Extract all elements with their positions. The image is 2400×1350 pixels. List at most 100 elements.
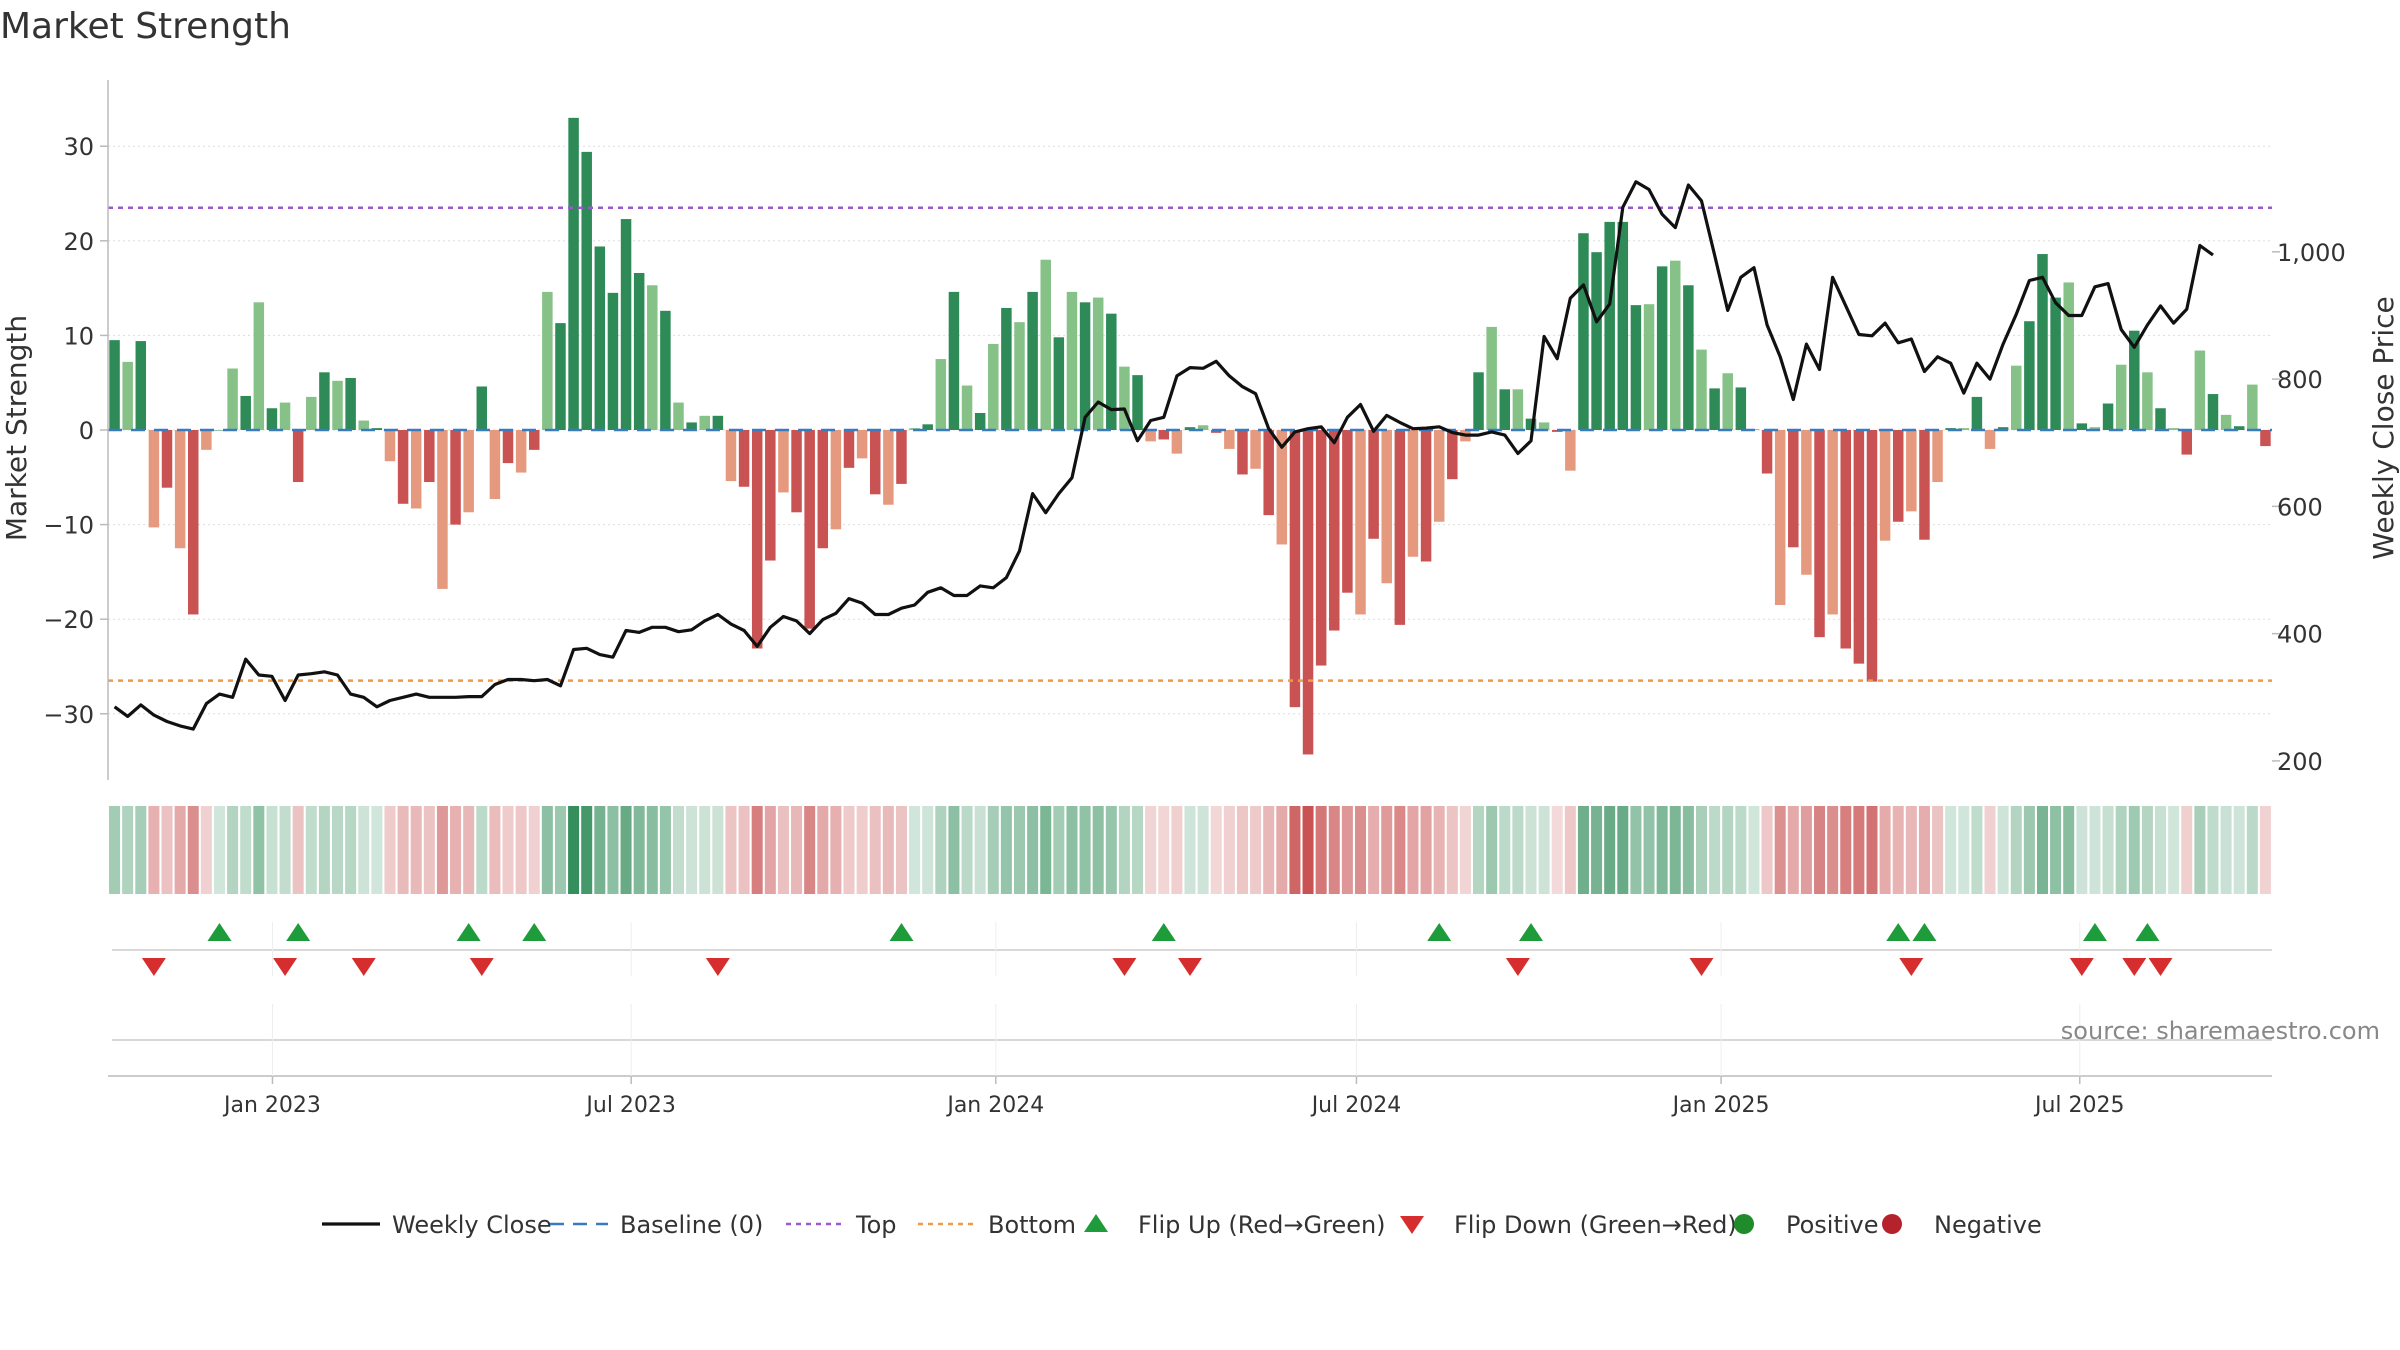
- strength-bar: [1250, 430, 1261, 469]
- strength-bar: [804, 430, 815, 629]
- y-tick-label: 10: [63, 322, 94, 350]
- heat-cell: [2115, 806, 2127, 894]
- heat-cell: [1853, 806, 1865, 894]
- strength-bar: [673, 402, 684, 430]
- strength-bar: [1919, 430, 1930, 540]
- strength-bar: [463, 430, 474, 513]
- heat-cell: [345, 806, 357, 894]
- strength-bar: [1827, 430, 1838, 615]
- heat-cell: [1630, 806, 1642, 894]
- heat-cell: [436, 806, 448, 894]
- flip-up-marker: [286, 923, 311, 941]
- strength-bar: [1892, 430, 1904, 522]
- strength-bar: [883, 430, 894, 505]
- heat-cell: [1984, 806, 1996, 894]
- strength-bar: [568, 117, 579, 431]
- heat-cell: [1197, 806, 1209, 894]
- strength-bar: [869, 430, 881, 495]
- strength-bar: [1774, 430, 1786, 605]
- strength-bar: [935, 359, 947, 430]
- legend-item-baseline: Baseline (0): [550, 1211, 763, 1239]
- strength-bar: [1315, 430, 1327, 666]
- strength-bar: [174, 430, 186, 549]
- strength-bar: [266, 408, 278, 430]
- heat-cell: [240, 806, 252, 894]
- heat-cell: [135, 806, 147, 894]
- heat-cell: [227, 806, 239, 894]
- strength-bar: [1958, 428, 1970, 430]
- flip-down-marker: [2148, 958, 2173, 976]
- heat-cell: [1394, 806, 1406, 894]
- strength-bar: [1604, 221, 1615, 430]
- strength-bar: [279, 402, 291, 430]
- heat-cell: [764, 806, 776, 894]
- strength-bar: [922, 424, 933, 430]
- strength-bar: [1368, 430, 1379, 539]
- heat-cell: [594, 806, 606, 894]
- strength-bar: [2050, 297, 2061, 430]
- legend-label: Flip Up (Red→Green): [1138, 1211, 1386, 1239]
- heat-cell: [358, 806, 370, 894]
- strength-bar: [109, 340, 120, 430]
- strength-bar: [1984, 430, 1996, 449]
- strength-bar: [1499, 389, 1511, 430]
- y-tick-label: 30: [63, 133, 94, 161]
- strength-bar: [1670, 260, 1681, 430]
- flip-up-marker: [456, 923, 481, 941]
- strength-bar: [2168, 428, 2179, 430]
- strength-bar: [791, 430, 802, 513]
- heat-cell: [817, 806, 829, 894]
- heat-cell: [1236, 806, 1248, 894]
- flip-down-marker: [2122, 958, 2147, 976]
- heat-cell: [1525, 806, 1537, 894]
- legend-label: Bottom: [988, 1211, 1076, 1239]
- strength-bar: [122, 361, 133, 430]
- heat-cell: [1814, 806, 1826, 894]
- strength-bar: [1538, 422, 1550, 430]
- strength-bar: [1420, 430, 1432, 562]
- strength-bar: [188, 430, 199, 615]
- heat-cell: [174, 806, 186, 894]
- strength-bar: [1263, 430, 1274, 516]
- strength-bar: [1447, 430, 1458, 480]
- flip-markers: [112, 922, 2272, 976]
- heat-cell: [830, 806, 842, 894]
- y2-tick-label: 400: [2277, 621, 2323, 649]
- axes: 30 20 10 0 −10 −20 −30 1,000 800 600 400 200: [43, 80, 2346, 780]
- flip-up-marker: [522, 923, 547, 941]
- strength-bar: [1801, 430, 1812, 575]
- heat-cell: [541, 806, 553, 894]
- heat-cell: [1302, 806, 1314, 894]
- heat-cell: [1459, 806, 1471, 894]
- heat-cell: [725, 806, 737, 894]
- strength-bar: [1289, 430, 1301, 708]
- strength-bar: [1158, 430, 1170, 440]
- heat-cell: [882, 806, 894, 894]
- heat-cell: [974, 806, 986, 894]
- heat-cell: [620, 806, 632, 894]
- strength-bar: [2247, 384, 2258, 430]
- heat-cell: [909, 806, 921, 894]
- legend-label: Positive: [1786, 1211, 1879, 1239]
- legend: Weekly Close Baseline (0) Top Bottom Flip Up…: [322, 1211, 2042, 1239]
- x-tick-label: Jul 2025: [2033, 1093, 2125, 1118]
- strength-bar: [214, 430, 225, 431]
- strength-bar: [817, 430, 829, 549]
- strength-bar: [1342, 430, 1353, 593]
- strength-bar: [1709, 388, 1720, 430]
- heat-cell: [1433, 806, 1445, 894]
- heat-cell: [109, 806, 121, 894]
- strength-bar: [620, 219, 632, 430]
- strength-bar: [594, 246, 606, 430]
- flip-up-marker: [207, 923, 232, 941]
- heat-cell: [2181, 806, 2193, 894]
- heat-cell: [1591, 806, 1603, 894]
- strength-bar: [581, 151, 592, 430]
- heat-cell: [1695, 806, 1707, 894]
- heat-cell: [200, 806, 212, 894]
- heat-cell: [2168, 806, 2180, 894]
- heat-cell: [1171, 806, 1183, 894]
- strength-bar: [2089, 427, 2101, 430]
- heat-cell: [922, 806, 934, 894]
